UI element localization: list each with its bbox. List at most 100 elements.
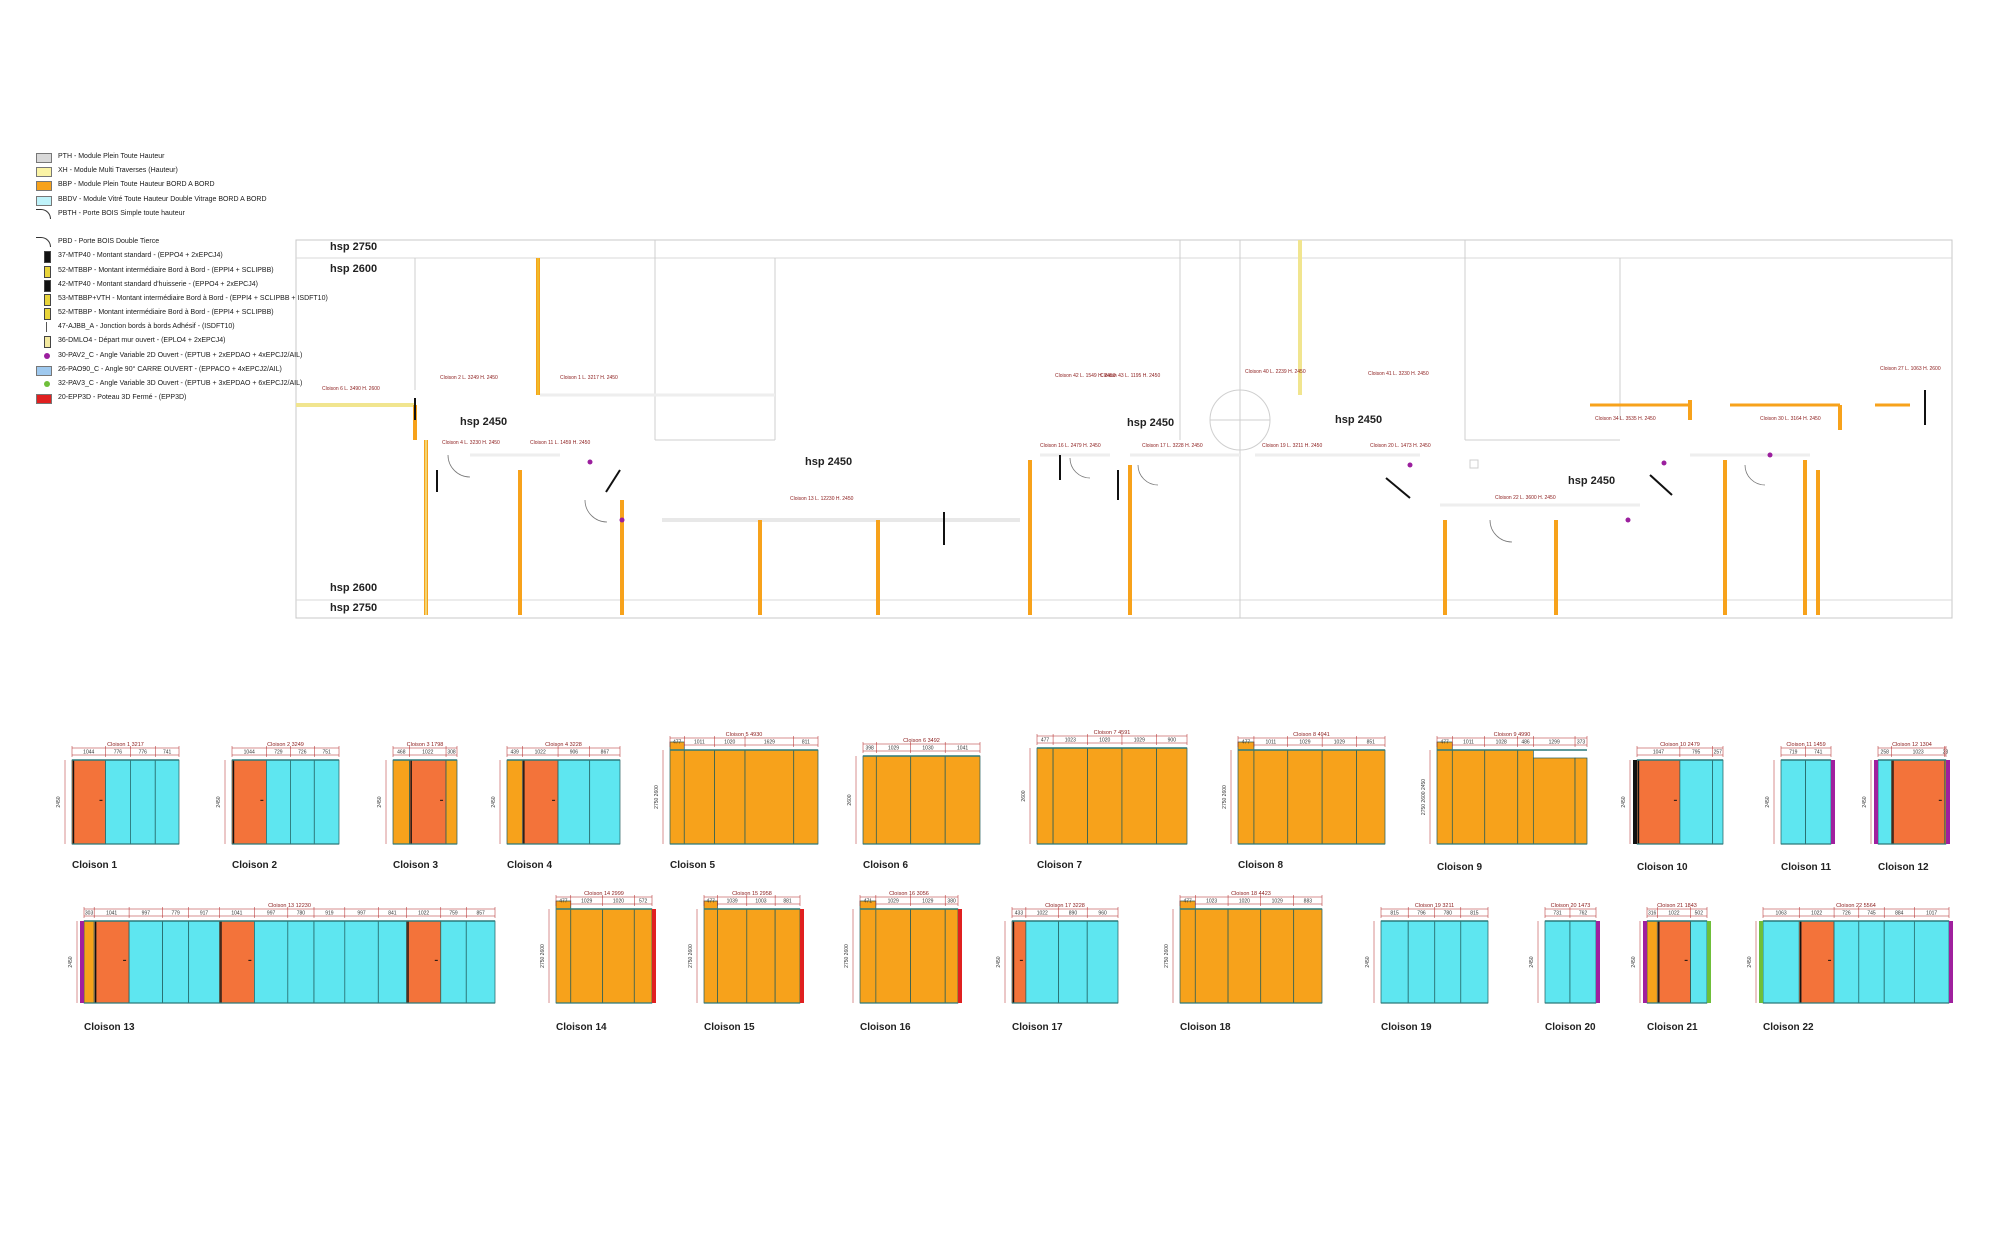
elevation-cloison: Cloison 4 3228 439 1022 906 867 2450 Cloison 4 [491,742,621,871]
elevation-panel [1460,920,1489,1004]
elevation-title: Cloison 1 3217 [107,742,144,748]
elevation-panel [521,759,559,845]
legend-swatch [44,336,51,349]
elevation-label: Cloison 6 [863,860,908,871]
hsp-label: hsp 2600 [330,582,377,594]
elevation-dim: 1029 [1134,738,1145,744]
elevation-dim: 900 [1168,738,1177,744]
elevation-panel [1833,920,1860,1004]
elevation-dim: 1029 [1299,740,1310,746]
elevation-height: 2450 [1365,956,1371,967]
elevation-dim: 906 [570,750,579,756]
plan-cloison-label: Cloison 11 L. 1459 H. 2450 [530,440,590,446]
elevation-title: Cloison 7 4591 [1094,730,1131,736]
elevation-label: Cloison 2 [232,860,277,871]
legend-label: 52-MTBBP - Montant intermédiaire Bord à … [58,309,274,317]
elevation-dim: 1022 [1811,911,1822,917]
elevation-title: Cloison 19 3211 [1415,903,1454,909]
elevation-dim: 1022 [535,750,546,756]
elevation-dim: 1299 [1549,740,1560,746]
elevation-dim: 23 [1943,750,1949,756]
elevation-cloison: Cloison 6 3492 398 1029 1030 1041 2600 Cloison… [847,738,981,871]
end-post [958,909,962,1003]
hsp-label: hsp 2450 [1127,417,1174,429]
elevation-cloison: Cloison 2 3249 1044 729 726 751 2450 Cloison 2 [216,742,340,871]
hsp-label: hsp 2450 [805,456,852,468]
elevation-dim: 373 [1577,740,1586,746]
end-post [1949,921,1953,1003]
door-swing [1744,464,1766,486]
elevation-title: Cloison 8 4941 [1293,732,1330,738]
elevation-dim: 1044 [244,750,255,756]
elevation-height: 2750 2600 [1164,944,1170,968]
elevation-panel [555,900,572,1004]
elevation-dim: 1011 [694,740,705,746]
elevation-panel [1646,920,1658,1004]
elevation-dim: 1028 [1496,740,1507,746]
elevation-title: Cloison 4 3228 [545,742,582,748]
elevation-panel [875,908,911,1004]
legend-label: 32-PAV3_C - Angle Variable 3D Ouvert - (… [58,380,303,387]
elevation-height: 2450 [1862,796,1868,807]
elevation-cloison: Cloison 17 3228 433 1022 890 960 2450 Cloison … [996,903,1119,1033]
elevation-panel [669,741,685,845]
elevation-label: Cloison 9 [1437,862,1482,873]
elevation-title: Cloison 17 3228 [1045,903,1085,909]
elevation-dim: 759 [449,911,458,917]
elevation-title: Cloison 21 1843 [1657,903,1697,909]
elevation-panel [683,749,715,845]
elevation-dim: 762 [1579,911,1588,917]
angle-post [1407,462,1413,468]
elevation-dim: 1044 [83,750,94,756]
elevation-dim: 1020 [613,899,624,905]
elevation-panel [859,900,877,1004]
elevation-dim: 1020 [724,740,735,746]
elevation-panel [793,749,819,845]
elevation-panel [570,908,604,1004]
elevation-dim: 380 [947,899,956,905]
elevation-title: Cloison 2 3249 [267,742,304,748]
hsp-label: hsp 2750 [330,241,377,253]
elevation-title: Cloison 9 4990 [1494,732,1531,738]
legend: PTH - Module Plein Toute Hauteur XH - Mod… [36,150,336,405]
elevation-panel [1293,908,1323,1004]
elevation-panel [1380,920,1409,1004]
elevation-dim: 815 [1470,911,1479,917]
elevation-dim: 303 [85,911,94,917]
legend-item: 32-PAV3_C - Angle Variable 3D Ouvert - (… [36,377,336,391]
hsp-label: hsp 2600 [330,263,377,275]
elevation-panel [287,920,315,1004]
legend-item: PBD - Porte BOIS Double Tierce [36,235,336,249]
elevation-title: Cloison 15 2958 [732,891,772,897]
legend-swatch [36,153,52,163]
elevation-height: 2750 2600 [688,944,694,968]
elevation-panel [1434,920,1462,1004]
legend-item: 20-EPP3D - Poteau 3D Fermé - (EPP3D) [36,391,336,405]
elevation-dim: 729 [274,750,283,756]
elevation-panel [1194,908,1229,1004]
legend-label: BBDV - Module Vitré Toute Hauteur Double… [58,195,267,203]
legend-swatch [44,293,51,306]
elevation-dim: 997 [357,911,366,917]
elevation-panel [1858,920,1885,1004]
elevation-dim: 776 [139,750,148,756]
legend-swatch [36,167,52,178]
legend-label: PTH - Module Plein Toute Hauteur [58,153,165,160]
elevation-cloison: Cloison 16 3056 471 1029 1029 380 2750 2600 Cl… [844,891,962,1033]
elevation-label: Cloison 8 [1238,860,1283,871]
elevation-panel [1052,747,1088,845]
legend-label: 26-PAO90_C - Angle 90° CARRE OUVERT - (E… [58,365,282,373]
elevation-dim: 316 [1648,911,1657,917]
elevation-panel [1544,920,1571,1004]
elevation-panel [344,920,379,1004]
elevation-dim: 477 [1183,899,1192,905]
elevation-title: Cloison 16 3056 [889,891,929,897]
door-swing [584,499,608,523]
elevation-panel [1532,757,1576,845]
elevation-cloison: Cloison 1 3217 1044 776 776 741 2450 Cloison 1 [56,742,180,871]
end-post [1946,760,1950,844]
legend-item: 52-MTBBP - Montant intermédiaire Bord à … [36,264,336,278]
elevation-dim: 308 [447,750,456,756]
plan-cloison-label: Cloison 16 L. 2479 H. 2450 [1040,443,1101,449]
